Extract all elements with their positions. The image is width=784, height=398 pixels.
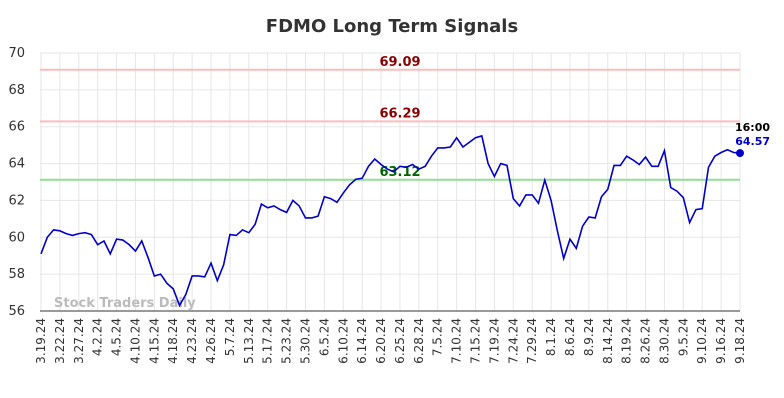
x-tick-label: 8.9.24: [582, 318, 596, 356]
x-tick-label: 8.30.24: [657, 318, 671, 364]
x-tick-label: 6.28.24: [412, 318, 426, 364]
y-tick-label: 64: [8, 157, 25, 172]
y-tick-label: 56: [8, 304, 25, 319]
y-tick-label: 70: [8, 46, 25, 61]
watermark: Stock Traders Daily: [54, 296, 196, 311]
x-tick-label: 5.13.24: [242, 318, 256, 364]
x-tick-label: 4.15.24: [147, 318, 161, 364]
chart-title: FDMO Long Term Signals: [266, 16, 518, 37]
x-tick-label: 4.23.24: [185, 318, 199, 364]
x-tick-label: 8.19.24: [620, 318, 634, 364]
x-tick-label: 6.20.24: [374, 318, 388, 364]
x-tick-label: 8.14.24: [601, 318, 615, 364]
y-tick-label: 68: [8, 83, 25, 98]
x-tick-label: 5.7.24: [223, 318, 237, 356]
y-tick-label: 60: [8, 230, 25, 245]
x-tick-label: 5.17.24: [261, 318, 275, 364]
x-tick-label: 4.2.24: [91, 318, 105, 356]
x-tick-label: 6.10.24: [336, 318, 350, 364]
x-tick-label: 7.10.24: [450, 318, 464, 364]
last-time: 16:00: [735, 121, 770, 134]
x-tick-label: 4.5.24: [110, 318, 124, 356]
x-tick-label: 4.10.24: [128, 318, 142, 364]
x-tick-label: 8.1.24: [544, 318, 558, 356]
x-tick-label: 8.6.24: [563, 318, 577, 356]
x-tick-label: 7.24.24: [506, 318, 520, 364]
y-tick-label: 66: [8, 120, 25, 135]
x-tick-label: 3.22.24: [53, 318, 67, 364]
reference-label: 66.29: [379, 106, 420, 121]
x-tick-label: 4.18.24: [166, 318, 180, 364]
x-tick-label: 6.14.24: [355, 318, 369, 364]
last-value: 64.57: [735, 135, 770, 148]
x-tick-label: 5.30.24: [298, 318, 312, 364]
x-tick-label: 6.25.24: [393, 318, 407, 364]
x-tick-label: 7.19.24: [487, 318, 501, 364]
x-tick-label: 9.10.24: [695, 318, 709, 364]
x-tick-label: 7.5.24: [431, 318, 445, 356]
last-point: [736, 149, 744, 158]
x-tick-label: 7.29.24: [525, 318, 539, 364]
x-tick-label: 8.26.24: [639, 318, 653, 364]
x-tick-label: 9.5.24: [676, 318, 690, 356]
reference-label: 69.09: [379, 55, 420, 70]
x-tick-label: 6.5.24: [317, 318, 331, 356]
y-tick-label: 58: [8, 267, 25, 282]
x-tick-label: 9.16.24: [714, 318, 728, 364]
x-tick-label: 5.23.24: [280, 318, 294, 364]
reference-label: 63.12: [379, 165, 420, 180]
x-tick-label: 3.19.24: [34, 318, 48, 364]
x-tick-label: 3.27.24: [72, 318, 86, 364]
x-tick-label: 4.26.24: [204, 318, 218, 364]
line: [40, 134, 741, 308]
x-tick-label: 9.18.24: [733, 318, 747, 364]
x-tick-label: 7.15.24: [469, 318, 483, 364]
y-tick-label: 62: [8, 193, 25, 208]
